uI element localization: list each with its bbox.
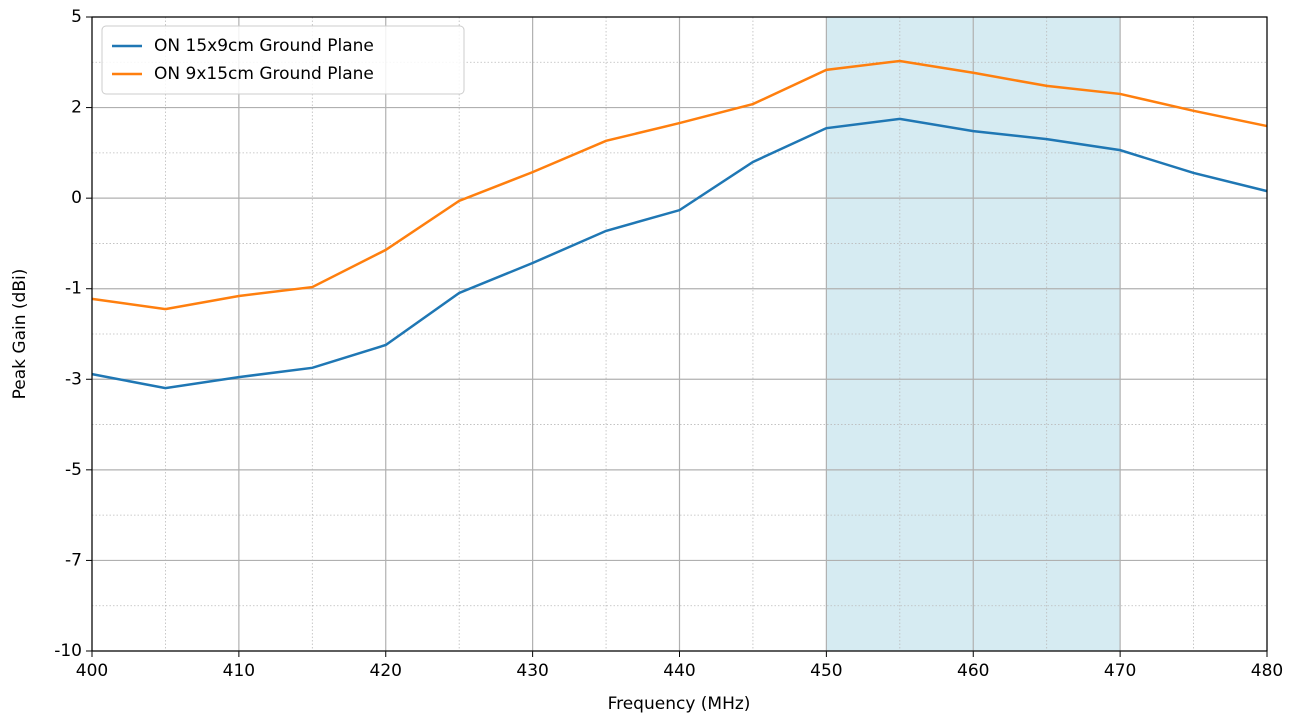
y-tick-label: -5 <box>65 460 82 480</box>
x-tick-label: 440 <box>663 661 695 681</box>
x-tick-label: 410 <box>223 661 255 681</box>
legend: ON 15x9cm Ground Plane ON 9x15cm Ground P… <box>101 25 465 95</box>
x-axis-label: Frequency (MHz) <box>608 694 751 714</box>
series-line <box>91 117 1268 390</box>
y-axis-label: Peak Gain (dBi) <box>10 269 30 400</box>
x-tick-label: 470 <box>1104 661 1136 681</box>
x-tick-label: 450 <box>810 661 842 681</box>
legend-label: ON 15x9cm Ground Plane <box>154 36 374 56</box>
x-tick-label: 460 <box>957 661 989 681</box>
plot-frame <box>91 16 1268 652</box>
y-tick-label: 2 <box>71 98 82 118</box>
legend-box <box>101 25 465 95</box>
x-tick-label: 430 <box>516 661 548 681</box>
y-tick-label: -7 <box>65 550 82 570</box>
x-tick-label: 400 <box>76 661 108 681</box>
x-tick-label: 420 <box>370 661 402 681</box>
series-line <box>91 59 1268 311</box>
y-tick-label: 0 <box>71 188 82 208</box>
y-tick-label: 5 <box>71 7 82 27</box>
x-tick-label: 480 <box>1251 661 1283 681</box>
y-tick-label: -1 <box>65 279 82 299</box>
y-tick-label: -3 <box>65 369 82 389</box>
legend-label: ON 9x15cm Ground Plane <box>154 64 374 84</box>
y-tick-label: -10 <box>54 641 82 661</box>
